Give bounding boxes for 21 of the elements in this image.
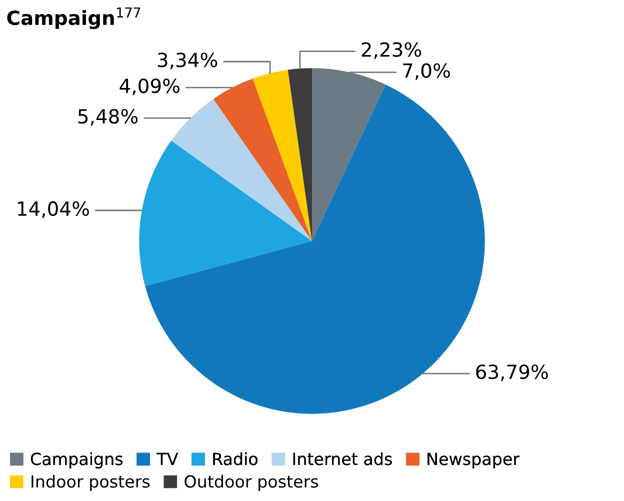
legend-label: Outdoor posters xyxy=(184,474,318,491)
data-label: 4,09% xyxy=(120,78,180,96)
legend-label: Internet ads xyxy=(293,452,392,466)
data-label: 63,79% xyxy=(476,364,548,382)
legend-label: Indoor posters xyxy=(32,474,150,491)
pie-slice xyxy=(213,78,312,241)
pie-slice xyxy=(171,99,312,241)
legend-label: Radio xyxy=(213,452,258,466)
legend-label: TV xyxy=(156,452,178,465)
pie-slice xyxy=(139,140,312,286)
legend-label: Campaigns xyxy=(30,452,123,468)
pie-slice xyxy=(312,68,386,241)
pie-slice xyxy=(288,68,312,241)
data-label: 7,0% xyxy=(403,63,450,80)
data-label: 3,34% xyxy=(158,52,218,70)
pie-slice xyxy=(252,70,312,241)
data-label: 14,04% xyxy=(18,201,89,218)
legend-label: Newspaper xyxy=(428,452,520,468)
data-label: 5,48% xyxy=(78,108,138,126)
data-label: 2,23% xyxy=(362,42,422,59)
chart-title: Campaign$^{177}$ xyxy=(7,8,140,30)
